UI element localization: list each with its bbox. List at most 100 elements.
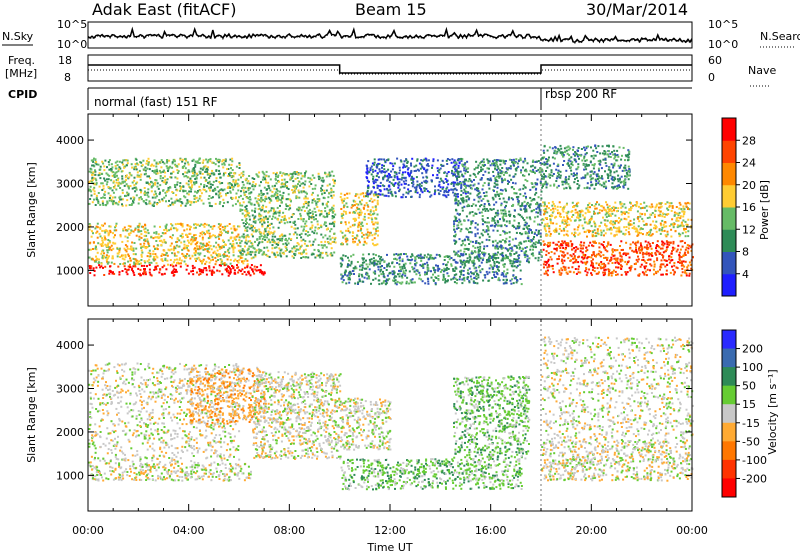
scatter-point <box>486 225 489 228</box>
scatter-point <box>100 224 103 227</box>
scatter-point <box>506 168 509 171</box>
scatter-point <box>456 179 459 182</box>
scatter-point <box>265 175 268 178</box>
scatter-point <box>482 279 485 282</box>
scatter-point <box>391 168 394 171</box>
scatter-point <box>358 221 361 224</box>
scatter-point <box>133 242 136 244</box>
scatter-point <box>155 232 158 235</box>
scatter-point <box>520 215 523 218</box>
scatter-point <box>383 188 386 191</box>
scatter-point <box>517 200 520 203</box>
scatter-point <box>127 185 130 188</box>
scatter-point <box>439 270 442 273</box>
scatter-point <box>509 259 512 262</box>
scatter-point <box>308 234 311 236</box>
scatter-point <box>508 196 510 199</box>
scatter-point <box>532 238 535 241</box>
scatter-point <box>293 187 296 189</box>
scatter-point <box>482 158 485 161</box>
scatter-point <box>187 193 190 196</box>
scatter-point <box>161 161 164 164</box>
scatter-point <box>135 194 138 197</box>
scatter-point <box>171 201 174 204</box>
scatter-point <box>374 178 377 181</box>
scatter-point <box>491 217 494 220</box>
scatter-point <box>461 209 464 212</box>
scatter-point <box>510 264 513 267</box>
scatter-point <box>526 236 529 239</box>
scatter-point <box>543 272 546 275</box>
scatter-point <box>101 239 104 242</box>
scatter-point <box>467 191 470 194</box>
scatter-point <box>260 194 263 197</box>
scatter-point <box>443 171 446 174</box>
scatter-point <box>350 255 353 258</box>
scatter-point <box>250 226 253 229</box>
scatter-point <box>510 159 513 161</box>
scatter-point <box>218 196 221 199</box>
scatter-point <box>184 190 187 192</box>
scatter-point <box>533 220 536 223</box>
scatter-point <box>123 258 126 261</box>
scatter-point <box>445 255 448 258</box>
scatter-point <box>393 183 396 186</box>
scatter-point <box>400 178 403 181</box>
scatter-point <box>496 193 499 196</box>
scatter-point <box>386 179 389 182</box>
scatter-point <box>199 195 202 198</box>
scatter-point <box>282 183 285 186</box>
scatter-point <box>173 245 176 248</box>
scatter-point <box>309 226 312 229</box>
scatter-point <box>339 196 342 198</box>
scatter-point <box>321 184 324 187</box>
scatter-point <box>344 273 346 276</box>
scatter-point <box>246 249 249 252</box>
scatter-point <box>108 199 111 202</box>
scatter-point <box>681 267 684 270</box>
scatter-point <box>503 218 506 221</box>
scatter-point <box>494 164 497 167</box>
scatter-point <box>241 187 243 190</box>
cpid-segment-2: rbsp 200 RF <box>545 87 617 101</box>
scatter-point <box>448 158 451 161</box>
scatter-point <box>106 173 109 176</box>
scatter-point <box>193 169 196 172</box>
scatter-point <box>263 230 266 233</box>
scatter-point <box>198 273 201 276</box>
scatter-point <box>381 193 384 196</box>
scatter-point <box>409 259 412 262</box>
scatter-point <box>189 232 192 235</box>
noise-left-label: N.Sky <box>2 30 34 43</box>
scatter-point <box>95 196 98 199</box>
scatter-point <box>447 256 449 258</box>
scatter-point <box>190 181 193 184</box>
scatter-point <box>182 185 185 188</box>
scatter-point <box>160 171 163 174</box>
scatter-point <box>388 262 390 265</box>
scatter-point <box>383 276 386 279</box>
scatter-point <box>495 160 498 163</box>
scatter-point <box>219 245 221 248</box>
scatter-point <box>131 267 134 270</box>
scatter-point <box>156 244 159 247</box>
scatter-point <box>294 223 297 226</box>
scatter-point <box>191 264 194 267</box>
scatter-point <box>106 166 108 169</box>
scatter-point <box>528 239 531 242</box>
scatter-point <box>212 271 215 274</box>
scatter-point <box>199 242 202 245</box>
freq-line <box>88 64 692 74</box>
scatter-point <box>215 177 218 180</box>
scatter-point <box>205 273 208 276</box>
scatter-point <box>165 223 168 226</box>
scatter-point <box>241 209 244 211</box>
scatter-point <box>424 157 427 160</box>
scatter-point <box>239 194 242 197</box>
scatter-point <box>211 227 214 230</box>
scatter-point <box>147 191 150 194</box>
scatter-point <box>414 256 417 259</box>
scatter-point <box>326 237 329 240</box>
scatter-point <box>200 223 203 226</box>
scatter-point <box>243 271 246 273</box>
